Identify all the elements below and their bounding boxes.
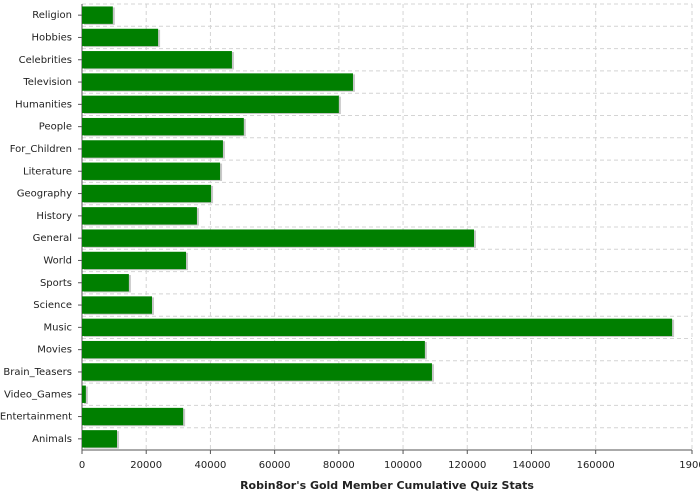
x-tick-label: 160000 [577,460,615,471]
bar [82,340,425,359]
x-tick-label: 80000 [323,460,355,471]
bar [82,95,339,114]
y-tick-label: For_Children [10,144,72,155]
bar [82,251,187,270]
y-tick-label: Animals [32,434,72,445]
bar [82,162,221,180]
y-tick-label: Video_Games [4,389,72,400]
y-tick-label: History [36,211,72,222]
bar [82,117,244,136]
bar [82,385,86,403]
y-tick-label: World [43,255,72,266]
bar [82,363,432,381]
bar [82,296,152,314]
x-tick-label: 60000 [259,460,291,471]
x-tick-label: 140000 [512,460,550,471]
bar [82,318,673,337]
y-tick-label: Literature [23,166,72,177]
y-tick-label: Celebrities [19,55,72,66]
y-tick-label: Entertainment [0,412,72,423]
y-tick-label: Religion [32,10,72,21]
bar [82,407,184,426]
y-tick-label: Music [44,322,72,333]
bar-shadow [84,386,88,404]
y-tick-label: Brain_Teasers [3,367,72,378]
y-tick-label: Science [33,300,72,311]
y-tick-label: Sports [40,278,72,289]
bar [82,207,197,225]
bar [82,51,232,69]
bar [82,184,212,203]
y-tick-label: People [39,122,72,133]
y-tick-label: Television [22,77,72,88]
x-tick-label: 1900 [679,460,700,471]
x-tick-label: 120000 [448,460,486,471]
x-tick-label: 20000 [130,460,162,471]
x-tick-label: 40000 [195,460,227,471]
y-tick-label: Geography [17,189,72,200]
x-tick-label: 0 [79,460,85,471]
bar [82,73,353,91]
y-tick-label: Movies [37,345,72,356]
y-tick-label: Hobbies [32,32,72,43]
bar [82,274,129,292]
bar [82,28,159,47]
chart-title: Robin8or's Gold Member Cumulative Quiz S… [240,479,534,492]
bar [82,140,223,158]
y-tick-label: General [33,233,72,244]
bar [82,430,117,448]
bar [82,229,475,247]
bar [82,6,113,24]
x-tick-label: 100000 [384,460,422,471]
y-tick-label: Humanities [15,99,72,110]
